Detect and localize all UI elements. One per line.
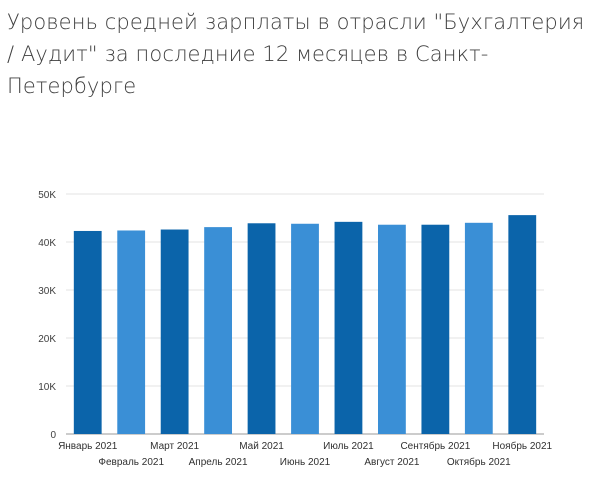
bar[interactable] — [160, 229, 189, 434]
x-category-label: Май 2021 — [239, 441, 284, 452]
y-tick-label: 0 — [50, 430, 56, 441]
x-category-label: Август 2021 — [364, 457, 420, 468]
y-axis-ticks: 0 10K 20K 30K 40K 50K — [38, 190, 56, 441]
x-axis-labels: Январь 2021 Февраль 2021 Март 2021 Апрель 2… — [58, 440, 552, 468]
bars — [73, 215, 537, 434]
x-category-label: Сентябрь 2021 — [400, 440, 470, 452]
bar[interactable] — [378, 224, 406, 434]
y-tick-label: 40K — [38, 238, 56, 249]
bar[interactable] — [291, 223, 319, 434]
bar[interactable] — [334, 221, 363, 434]
bar[interactable] — [508, 215, 537, 434]
x-category-label: Январь 2021 — [58, 441, 118, 452]
x-category-label: Июль 2021 — [323, 441, 374, 452]
x-category-label: Март 2021 — [150, 441, 199, 452]
bar[interactable] — [421, 224, 450, 434]
chart-title: Уровень средней зарплаты в отрасли "Бухг… — [7, 10, 585, 98]
bar[interactable] — [73, 230, 102, 434]
x-category-label: Апрель 2021 — [189, 457, 248, 468]
x-category-label: Февраль 2021 — [98, 457, 164, 468]
x-category-label: Ноябрь 2021 — [492, 440, 552, 452]
y-tick-label: 20K — [38, 334, 56, 345]
y-tick-label: 30K — [38, 286, 56, 297]
y-tick-label: 10K — [38, 382, 56, 393]
bar[interactable] — [247, 223, 276, 434]
bar[interactable] — [464, 222, 493, 434]
x-category-label: Октябрь 2021 — [447, 456, 511, 468]
bar[interactable] — [117, 230, 146, 434]
y-tick-label: 50K — [38, 190, 56, 201]
bar[interactable] — [204, 227, 232, 434]
x-category-label: Июнь 2021 — [280, 457, 331, 468]
